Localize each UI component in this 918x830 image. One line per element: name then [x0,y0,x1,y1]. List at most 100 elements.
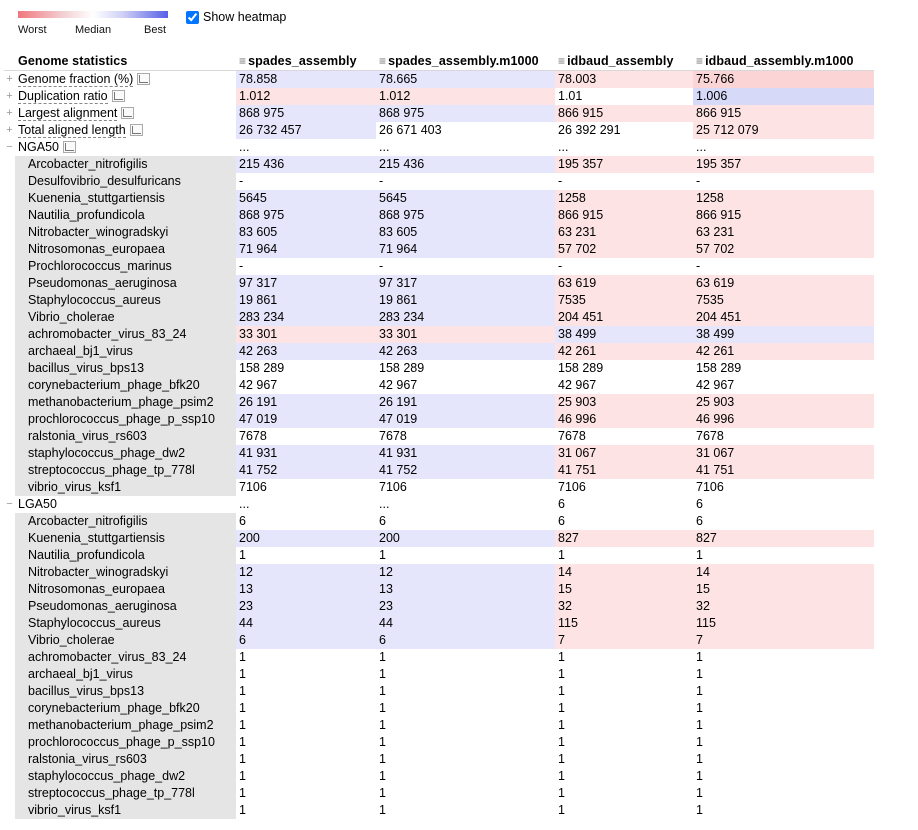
table-row: Nautilia_profundicola 868 975 868 975 866 9… [4,207,874,224]
plot-icon[interactable] [129,124,143,136]
row-spacer [4,734,15,751]
organism-name: Arcobacter_nitrofigilis [15,513,236,530]
group-row[interactable]: − NGA50............ [4,139,874,156]
expand-icon[interactable]: + [6,107,13,119]
show-heatmap-checkbox[interactable] [186,10,199,24]
value-cell: 46 996 [693,411,874,428]
table-row: staphylococcus_phage_dw2 41 931 41 931 31 0… [4,445,874,462]
value-cell: 75.766 [693,70,874,88]
value-cell: 41 931 [376,445,555,462]
row-spacer [4,411,15,428]
table-row: vibrio_virus_ksf1 1 1 1 1 [4,802,874,819]
expander-header-cell [4,53,15,71]
organism-name: bacillus_virus_bps13 [15,683,236,700]
metric-name: Genome fraction (%) [15,71,236,89]
value-cell: 7678 [376,428,555,445]
expand-icon[interactable]: + [6,124,13,136]
metric-row[interactable]: + Largest alignment 868 975 868 975 866 915 8… [4,105,874,122]
table-row: Prochlorococcus_marinus - - - - [4,258,874,275]
table-row: Staphylococcus_aureus 19 861 19 861 7535 753… [4,292,874,309]
drag-handle-icon[interactable]: ≡ [239,54,247,68]
row-spacer [4,292,15,309]
value-cell: 1 [693,734,874,751]
value-cell: 1 [236,751,376,768]
column-header[interactable]: ≡ idbaud_assembly.m1000 [693,53,874,71]
plot-icon[interactable] [63,141,76,153]
value-cell: 1 [693,700,874,717]
column-header[interactable]: ≡ idbaud_assembly [555,53,693,71]
value-cell: ... [376,139,555,156]
organism-name: Nitrosomonas_europaea [15,241,236,258]
metric-label[interactable]: Total aligned length [18,123,126,138]
organism-name: Arcobacter_nitrofigilis [15,156,236,173]
row-spacer [4,173,15,190]
value-cell: 32 [693,598,874,615]
value-cell: 1 [693,751,874,768]
row-spacer [4,275,15,292]
organism-name: vibrio_virus_ksf1 [15,802,236,819]
plot-icon[interactable] [137,73,151,85]
metric-label[interactable]: Genome fraction (%) [18,72,134,87]
expand-icon[interactable]: + [6,90,13,102]
value-cell: 1 [376,751,555,768]
value-cell: 866 915 [555,105,693,122]
value-cell: ... [236,496,376,513]
value-cell: 15 [693,581,874,598]
value-cell: 13 [236,581,376,598]
organism-name: staphylococcus_phage_dw2 [15,445,236,462]
value-cell: 866 915 [693,207,874,224]
value-cell: 63 231 [693,224,874,241]
value-cell: 78.665 [376,70,555,88]
plot-icon[interactable] [111,90,125,102]
drag-handle-icon[interactable]: ≡ [379,54,387,68]
group-label: LGA50 [18,497,57,511]
value-cell: 200 [236,530,376,547]
drag-handle-icon[interactable]: ≡ [696,54,704,68]
value-cell: 1 [555,785,693,802]
value-cell: 47 019 [376,411,555,428]
organism-name: Nautilia_profundicola [15,207,236,224]
organism-name: prochlorococcus_phage_p_ssp10 [15,411,236,428]
value-cell: 63 231 [555,224,693,241]
group-row[interactable]: − LGA50...... 6 6 [4,496,874,513]
value-cell: 33 301 [376,326,555,343]
show-heatmap-toggle[interactable]: Show heatmap [186,10,286,24]
value-cell: 1258 [555,190,693,207]
row-spacer [4,547,15,564]
value-cell: 6 [376,632,555,649]
plot-icon[interactable] [121,107,135,119]
value-cell: 1 [693,785,874,802]
value-cell: 5645 [236,190,376,207]
organism-name: Pseudomonas_aeruginosa [15,598,236,615]
row-spacer [4,241,15,258]
value-cell: - [555,173,693,190]
expand-icon[interactable]: + [6,73,13,85]
metric-label[interactable]: Duplication ratio [18,89,108,104]
value-cell: 1 [236,734,376,751]
value-cell: 827 [693,530,874,547]
metric-label[interactable]: Largest alignment [18,106,118,121]
drag-handle-icon[interactable]: ≡ [558,54,566,68]
value-cell: 83 605 [236,224,376,241]
row-spacer [4,462,15,479]
table-row: streptococcus_phage_tp_778l 41 752 41 752 4… [4,462,874,479]
organism-name: Vibrio_cholerae [15,309,236,326]
collapse-icon[interactable]: − [6,498,13,510]
table-row: Pseudomonas_aeruginosa 97 317 97 317 63 619… [4,275,874,292]
column-header[interactable]: ≡ spades_assembly [236,53,376,71]
value-cell: 1 [555,734,693,751]
value-cell: - [376,173,555,190]
table-row: Kuenenia_stuttgartiensis 200 200 827 827 [4,530,874,547]
row-spacer [4,445,15,462]
value-cell: 1 [236,802,376,819]
collapse-icon[interactable]: − [6,141,13,153]
value-cell: 1 [236,785,376,802]
table-row: corynebacterium_phage_bfk20 1 1 1 1 [4,700,874,717]
column-header[interactable]: ≡ spades_assembly.m1000 [376,53,555,71]
row-spacer [4,207,15,224]
metric-row[interactable]: + Genome fraction (%) 78.858 78.665 78.003 75… [4,70,874,89]
row-spacer [4,258,15,275]
metric-row[interactable]: + Duplication ratio 1.012 1.012 1.01 1.006 [4,88,874,105]
metric-row[interactable]: + Total aligned length 26 732 457 26 671 40… [4,122,874,139]
value-cell: 1 [693,717,874,734]
